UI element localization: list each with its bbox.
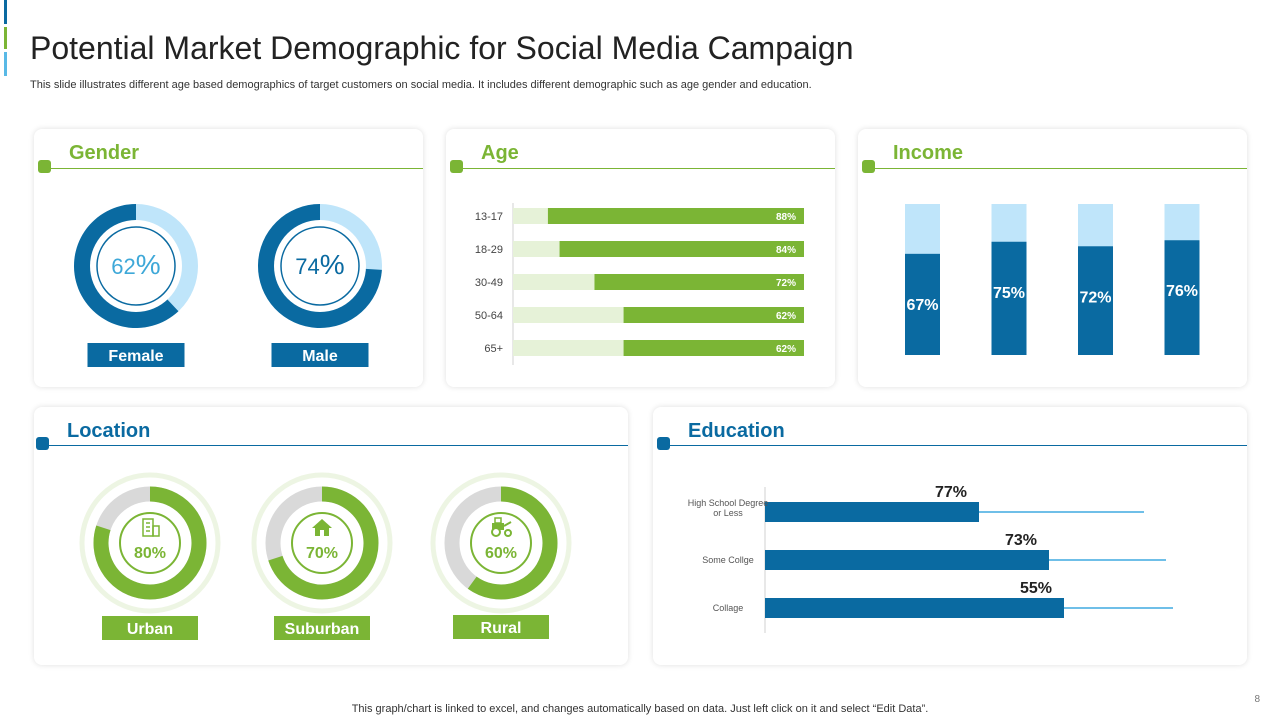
location-value: 80% (134, 545, 166, 562)
location-urban-box (102, 616, 198, 640)
age-data-label: 88% (776, 212, 796, 223)
location-rural-box (453, 615, 549, 639)
income-bar (905, 253, 940, 355)
card-divider (875, 168, 1247, 169)
gender-value: 62% (111, 249, 160, 280)
education-data-label: 73% (1005, 532, 1037, 549)
education-tick-label: Some Collge (702, 555, 754, 565)
location-chart: 80% Urban 70% Suburban 60% Rural (79, 472, 572, 640)
card-square-icon (36, 437, 49, 450)
card-title-age: Age (481, 142, 519, 164)
page-number: 8 (1254, 694, 1260, 705)
card-title-gender: Gender (69, 142, 140, 164)
education-tick-label: or Less (713, 508, 743, 518)
gender-male-label: Male (302, 348, 338, 365)
card-square-icon (38, 160, 51, 173)
income-bar (1078, 246, 1113, 355)
age-data-label: 84% (776, 245, 796, 256)
age-bar (559, 241, 804, 257)
accent-bar-green (4, 27, 7, 49)
age-tick-label: 30-49 (475, 277, 503, 289)
slide-subtitle: This slide illustrates different age bas… (30, 79, 812, 91)
income-data-label: 67% (906, 297, 938, 314)
age-tick-label: 18-29 (475, 244, 503, 256)
income-data-label: 72% (1079, 289, 1111, 306)
location-urban-label: Urban (127, 621, 173, 638)
gender-chart: 62% Female 74% Male (74, 204, 382, 367)
age-chart: 13-17 88% 18-29 84% 30-49 72% 50-64 62% 65+ 62% (475, 203, 804, 365)
gender-inner-ring (280, 226, 360, 306)
gender-male-box (271, 343, 369, 367)
income-card: Income 67% 75% 72% 76% (858, 129, 1247, 387)
building-icon (142, 518, 160, 537)
house-icon (312, 519, 332, 536)
education-bar (765, 598, 1064, 618)
age-bar (623, 340, 804, 356)
accent-bar-blue (4, 0, 7, 24)
location-card: Location 80% Urban 70% Suburban 60% Rural (34, 407, 628, 665)
education-data-label: 77% (935, 484, 967, 501)
location-inner-ring (470, 512, 532, 574)
education-tick-label: Collage (713, 603, 744, 613)
age-bar (594, 274, 804, 290)
age-card: Age 13-17 88% 18-29 84% 30-49 72% 50-64 62% 65+ 6… (446, 129, 835, 387)
location-suburban-label: Suburban (285, 621, 360, 638)
gender-card: Gender 62% Female 74% Male (34, 129, 423, 387)
gender-donut-hole (274, 220, 366, 312)
card-divider (49, 445, 628, 446)
education-data-label: 55% (1020, 580, 1052, 597)
education-tick-label: High School Degree (688, 498, 769, 508)
income-data-label: 76% (1166, 283, 1198, 300)
location-halo (430, 472, 572, 614)
education-bar (765, 502, 979, 522)
location-value: 70% (306, 545, 338, 562)
age-tick-label: 65+ (484, 343, 503, 355)
card-divider (670, 445, 1247, 446)
location-inner-ring (119, 512, 181, 574)
location-ring (268, 486, 379, 600)
age-bar (623, 307, 804, 323)
gender-donut-hole (90, 220, 182, 312)
gender-female-label: Female (108, 348, 163, 365)
gender-value: 74% (295, 249, 344, 280)
gender-female-box (87, 343, 185, 367)
footer-note: This graph/chart is linked to excel, and… (351, 703, 929, 715)
location-ring (93, 486, 207, 600)
location-halo (251, 472, 393, 614)
age-tick-label: 13-17 (475, 211, 503, 223)
tractor-icon (491, 517, 512, 537)
location-value: 60% (485, 545, 517, 562)
age-tick-label: 50-64 (475, 310, 503, 322)
card-divider (51, 168, 423, 169)
card-square-icon (657, 437, 670, 450)
income-chart: 67% 75% 72% 76% (905, 204, 1200, 355)
card-title-location: Location (67, 420, 151, 442)
age-data-label: 72% (776, 278, 796, 289)
card-title-education: Education (688, 420, 785, 442)
location-ring (467, 486, 558, 600)
income-bar (1164, 240, 1200, 355)
education-card: Education 77% High School Degree or Less 73… (653, 407, 1247, 665)
location-rural-label: Rural (481, 620, 522, 637)
age-data-label: 62% (776, 344, 796, 355)
slide-title: Potential Market Demographic for Social … (30, 30, 854, 66)
location-halo (79, 472, 221, 614)
education-bar (765, 550, 1049, 570)
gender-inner-ring (96, 226, 176, 306)
age-data-label: 62% (776, 311, 796, 322)
card-square-icon (450, 160, 463, 173)
card-title-income: Income (893, 142, 964, 164)
card-square-icon (862, 160, 875, 173)
location-suburban-box (274, 616, 370, 640)
accent-bar-lightblue (4, 52, 7, 76)
location-inner-ring (291, 512, 353, 574)
income-data-label: 75% (993, 285, 1025, 302)
card-divider (463, 168, 835, 169)
age-bar (547, 208, 804, 224)
income-bar (991, 241, 1027, 355)
